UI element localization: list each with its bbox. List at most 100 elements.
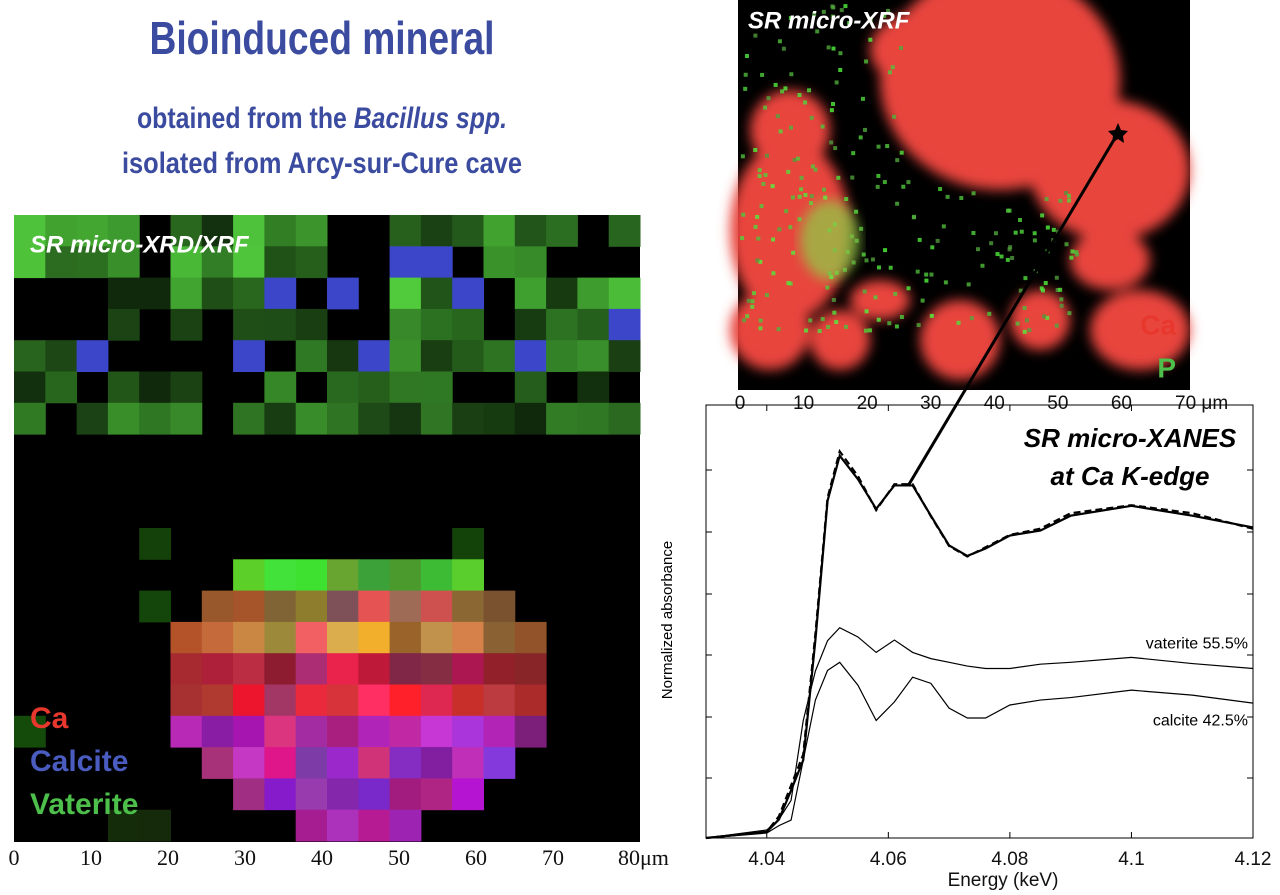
map-pixel xyxy=(515,340,547,372)
p-speckle xyxy=(877,318,881,322)
p-speckle xyxy=(929,273,933,277)
map-pixel xyxy=(171,622,203,654)
p-speckle xyxy=(836,176,840,180)
map-pixel xyxy=(233,309,265,341)
map-pixel xyxy=(452,778,484,810)
p-speckle xyxy=(1041,288,1045,292)
p-speckle xyxy=(883,180,887,184)
p-speckle xyxy=(900,315,904,319)
p-speckle xyxy=(1074,250,1078,254)
p-speckle xyxy=(832,311,836,315)
p-speckle xyxy=(1014,231,1018,235)
subtitle-italic: Bacillus spp. xyxy=(354,102,507,135)
map-pixel xyxy=(264,622,296,654)
p-speckle xyxy=(831,102,835,106)
annotation: at Ca K-edge xyxy=(1051,461,1210,491)
map-pixel xyxy=(390,685,422,717)
p-speckle xyxy=(1055,324,1059,328)
p-speckle xyxy=(786,281,790,285)
p-speckle xyxy=(844,325,848,329)
map-pixel xyxy=(515,246,547,278)
map-pixel xyxy=(264,747,296,779)
p-speckle xyxy=(822,188,826,192)
p-speckle xyxy=(771,238,775,242)
p-speckle xyxy=(791,195,795,199)
p-speckle xyxy=(831,47,835,51)
series-line xyxy=(706,662,1253,838)
p-speckle xyxy=(808,318,812,322)
p-speckle xyxy=(752,291,756,295)
map-pixel xyxy=(202,591,234,623)
x-axis-label: Energy (keV) xyxy=(948,870,1059,891)
p-speckle xyxy=(864,59,868,63)
series-label: vaterite 55.5% xyxy=(1146,636,1248,653)
map-pixel xyxy=(358,622,390,654)
p-speckle xyxy=(942,224,946,228)
p-speckle xyxy=(832,298,836,302)
map-pixel xyxy=(233,778,265,810)
map-pixel xyxy=(171,716,203,748)
p-speckle xyxy=(868,38,872,42)
p-speckle xyxy=(779,129,783,133)
p-speckle xyxy=(1067,194,1071,198)
p-speckle xyxy=(810,116,814,120)
p-speckle xyxy=(1023,306,1027,310)
p-speckle xyxy=(967,282,971,286)
p-speckle xyxy=(771,184,775,188)
y-axis-label: Normalized absorbance xyxy=(659,541,676,699)
p-spot xyxy=(800,200,860,280)
p-speckle xyxy=(740,236,744,240)
p-speckle xyxy=(760,204,764,208)
map-pixel xyxy=(390,340,422,372)
map-pixel xyxy=(233,340,265,372)
map-pixel xyxy=(452,403,484,435)
map-pixel xyxy=(358,810,390,842)
p-speckle xyxy=(893,292,897,296)
map-pixel xyxy=(421,716,453,748)
map-pixel xyxy=(546,309,578,341)
map-pixel xyxy=(421,778,453,810)
p-speckle xyxy=(936,239,940,243)
p-speckle xyxy=(758,168,762,172)
p-speckle xyxy=(838,51,842,55)
p-speckle xyxy=(900,151,904,155)
map-pixel xyxy=(421,215,453,247)
map-pixel xyxy=(577,340,609,372)
map-pixel xyxy=(421,309,453,341)
map-pixel xyxy=(484,591,516,623)
map-pixel xyxy=(327,372,359,404)
p-speckle xyxy=(844,197,848,201)
p-speckle xyxy=(821,125,825,129)
map-pixel xyxy=(358,716,390,748)
map-pixel xyxy=(45,340,77,372)
map-tick-label: 10 xyxy=(793,393,814,414)
p-speckle xyxy=(1023,276,1027,280)
p-speckle xyxy=(741,213,745,217)
map-pixel xyxy=(609,309,641,341)
map-pixel xyxy=(327,340,359,372)
map-tick-label: 30 xyxy=(234,845,256,870)
map-pixel xyxy=(484,246,516,278)
map-pixel xyxy=(171,309,203,341)
p-speckle xyxy=(868,328,872,332)
p-speckle xyxy=(854,210,858,214)
p-speckle xyxy=(863,128,867,132)
map-pixel xyxy=(77,403,109,435)
map-pixel xyxy=(358,747,390,779)
map-pixel xyxy=(390,716,422,748)
p-speckle xyxy=(799,187,803,191)
p-speckle xyxy=(760,73,764,77)
figure: Bioinduced mineral obtained from the Bac… xyxy=(0,0,1280,895)
annotation: SR micro-XANES xyxy=(1024,423,1237,453)
map-pixel xyxy=(14,340,46,372)
p-speckle xyxy=(887,321,891,325)
y-tick-marks xyxy=(706,470,1253,778)
map-pixel xyxy=(390,622,422,654)
map-pixel xyxy=(515,685,547,717)
map-pixel xyxy=(139,810,171,842)
p-speckle xyxy=(754,225,758,229)
x-tick-label: 4.06 xyxy=(870,849,907,870)
p-speckle xyxy=(827,45,831,49)
map-pixel xyxy=(484,685,516,717)
p-speckle xyxy=(829,140,833,144)
